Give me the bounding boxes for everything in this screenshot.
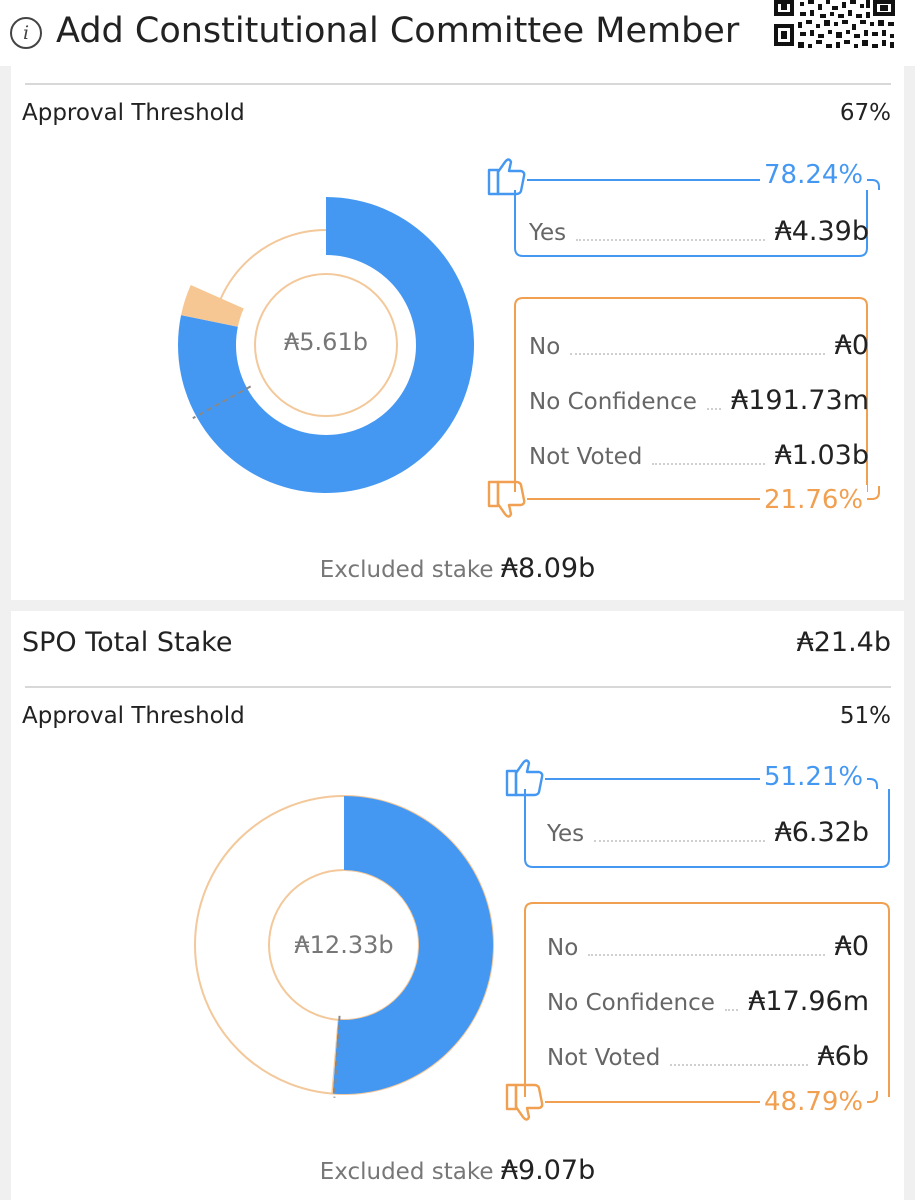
breakdown-amount: ₳1.03b [774, 440, 869, 471]
section-title: SPO Total Stake [22, 627, 233, 658]
yes-segment [178, 197, 474, 493]
excluded-stake-value: ₳9.07b [500, 1155, 596, 1186]
excluded-stake-label: Excluded stake [319, 557, 494, 583]
breakdown-amount: ₳0 [834, 931, 869, 962]
dotted-leader [652, 463, 765, 465]
threshold-value: 67% [839, 100, 891, 126]
no-percentage: 48.79% [760, 1087, 868, 1117]
divider [25, 686, 891, 688]
breakdown-label: No Confidence [529, 389, 697, 415]
excluded-stake: Excluded stake ₳9.07b [11, 1155, 904, 1186]
threshold-marker [192, 385, 252, 420]
section-total: ₳21.4b [796, 627, 891, 658]
breakdown-label: Yes [547, 821, 585, 847]
dotted-leader [724, 1009, 739, 1011]
dotted-leader [576, 239, 765, 241]
ring-inner-outline [254, 273, 398, 417]
breakdown-label: Not Voted [529, 444, 643, 470]
breakdown-amount: ₳0 [834, 330, 869, 361]
qr-code-icon [774, 0, 895, 48]
breakdown-row: No ₳0 [547, 931, 869, 962]
breakdown-row: Not Voted ₳1.03b [529, 440, 869, 471]
breakdown-label: No Confidence [547, 990, 715, 1016]
excluded-stake: Excluded stake ₳8.09b [11, 553, 904, 584]
no-confidence-segment [181, 284, 244, 327]
thumbs-up-icon [487, 158, 526, 196]
yes-bracket [487, 158, 880, 257]
header-bar: i Add Constitutional Committee Member [0, 0, 915, 66]
breakdown-label: No [547, 935, 579, 961]
no-bracket [487, 297, 880, 518]
yes-percentage: 51.21% [760, 762, 868, 792]
dotted-leader [706, 408, 722, 410]
thumbs-up-icon [505, 759, 544, 797]
dotted-leader [588, 954, 825, 956]
dotted-leader [670, 1064, 808, 1066]
no-bracket [505, 902, 890, 1121]
threshold-label: Approval Threshold [22, 703, 245, 729]
yes-percentage: 78.24% [760, 160, 868, 190]
no-confidence-segment [331, 1019, 339, 1094]
breakdown-row: No Confidence ₳191.73m [529, 385, 869, 416]
thumbs-down-icon [487, 480, 526, 518]
excluded-stake-value: ₳8.09b [500, 553, 596, 584]
breakdown-row: No Confidence ₳17.96m [547, 986, 869, 1017]
drep-vote-card: Approval Threshold 67% ₳5.61b 78.24% Yes… [11, 66, 904, 600]
divider [25, 83, 891, 85]
breakdown-label: Yes [529, 220, 567, 246]
dotted-leader [570, 353, 825, 355]
breakdown-amount: ₳17.96m [748, 986, 869, 1017]
breakdown-row: Yes ₳6.32b [547, 817, 869, 848]
info-icon[interactable]: i [10, 17, 42, 49]
donut-center-value: ₳5.61b [284, 328, 368, 356]
thumbs-down-icon [505, 1083, 544, 1121]
vote-donut-chart [178, 197, 474, 493]
vote-donut-chart [194, 795, 494, 1098]
page-title: Add Constitutional Committee Member [56, 11, 740, 51]
breakdown-amount: ₳4.39b [774, 216, 869, 247]
breakdown-label: No [529, 334, 561, 360]
breakdown-amount: ₳6.32b [774, 817, 869, 848]
breakdown-amount: ₳6b [817, 1041, 870, 1072]
breakdown-row: Yes ₳4.39b [529, 216, 869, 247]
breakdown-row: Not Voted ₳6b [547, 1041, 869, 1072]
spo-vote-card: SPO Total Stake ₳21.4b Approval Threshol… [11, 611, 904, 1200]
breakdown-amount: ₳191.73m [731, 385, 869, 416]
threshold-label: Approval Threshold [22, 100, 245, 126]
excluded-stake-label: Excluded stake [319, 1159, 494, 1185]
yes-bracket [505, 759, 890, 868]
yes-segment [332, 796, 494, 1094]
threshold-value: 51% [839, 703, 891, 729]
breakdown-label: Not Voted [547, 1045, 661, 1071]
donut-center-value: ₳12.33b [294, 931, 394, 959]
no-percentage: 21.76% [760, 485, 868, 515]
breakdown-row: No ₳0 [529, 330, 869, 361]
dotted-leader [594, 840, 765, 842]
